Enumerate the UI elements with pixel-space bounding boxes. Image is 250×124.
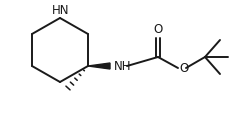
Text: O: O (154, 23, 162, 36)
Polygon shape (88, 63, 110, 69)
Text: HN: HN (52, 4, 70, 17)
Text: NH: NH (114, 61, 132, 74)
Text: O: O (179, 62, 188, 76)
